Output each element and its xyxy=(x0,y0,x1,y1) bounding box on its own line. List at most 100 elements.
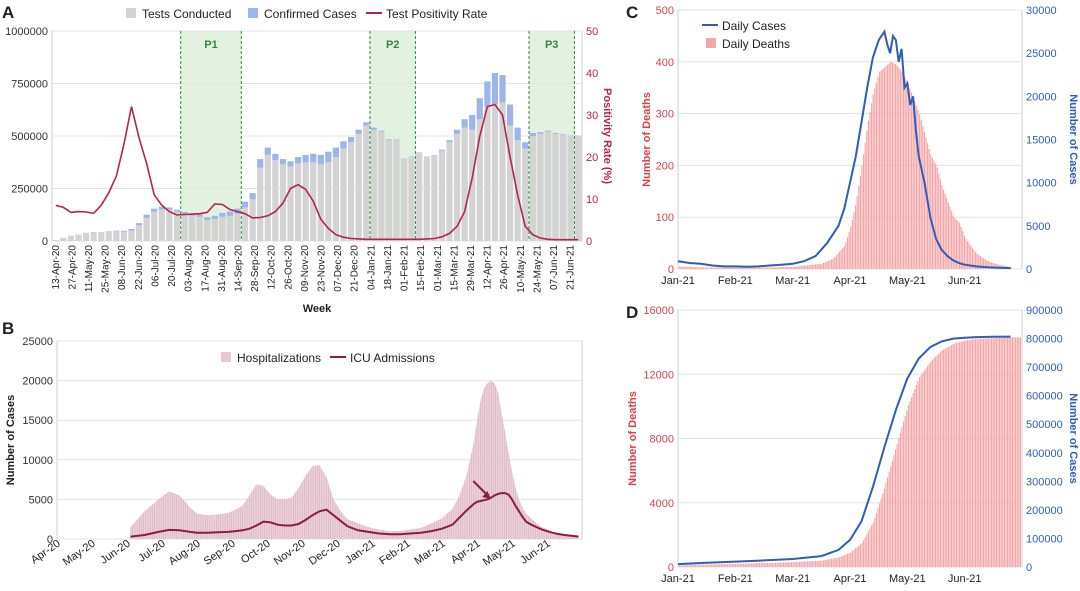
panel-d-death-bar xyxy=(913,393,914,567)
panel-c-death-bar xyxy=(903,75,904,269)
panel-a-bar-tests xyxy=(166,210,172,242)
panel-c-death-bar xyxy=(695,267,696,269)
panel-a-bar-confirmed xyxy=(204,217,210,220)
panel-a-xtick: 21-Jun-21 xyxy=(566,245,577,290)
panel-d-death-bar xyxy=(941,350,942,567)
panel-c-death-bar xyxy=(801,266,802,269)
panel-c-death-bar xyxy=(740,267,741,269)
panel-d-death-bar xyxy=(916,385,917,567)
panel-d-death-bar xyxy=(773,563,774,567)
panel-d-ytick-right: 300000 xyxy=(1026,476,1063,488)
panel-d-death-bar xyxy=(785,562,786,567)
panel-a-bar-confirmed xyxy=(318,155,324,164)
panel-d-death-bar xyxy=(908,405,909,567)
panel-c-death-bar xyxy=(759,267,760,269)
panel-d-death-bar xyxy=(724,564,725,567)
panel-a-ytick-right: 0 xyxy=(586,236,592,248)
panel-d-death-bar xyxy=(812,561,813,567)
panel-a-bar-confirmed xyxy=(333,148,339,157)
panel-d-xtick: Jan-21 xyxy=(661,573,695,585)
panel-d-death-bar xyxy=(789,562,790,567)
panel-a-bar-tests xyxy=(552,134,558,241)
panel-d-death-bar xyxy=(914,389,915,567)
panel-d-death-bar xyxy=(938,354,939,567)
panel-d-death-bar xyxy=(733,564,734,567)
panel-a-xtick: 07-Jun-21 xyxy=(549,245,560,290)
panel-a-bar-confirmed xyxy=(530,133,536,136)
panel-a-bar-confirmed xyxy=(219,213,225,217)
panel-d-chart: 0400080001200016000010000020000030000040… xyxy=(627,305,1079,585)
panel-a-bar-confirmed xyxy=(431,155,437,156)
panel-a-bar-tests xyxy=(136,225,142,241)
panel-c-death-bar xyxy=(687,267,688,269)
panel-d-death-bar xyxy=(679,565,680,567)
panel-d-death-bar xyxy=(687,565,688,567)
panel-b-legend-label: Hospitalizations xyxy=(237,351,321,365)
panel-a-bar-tests xyxy=(348,142,354,241)
panel-a-xtick: 31-Aug-20 xyxy=(217,245,228,292)
panel-c-death-bar xyxy=(772,267,773,269)
panel-d-death-bar xyxy=(1005,338,1006,567)
panel-a-bar-tests xyxy=(424,157,430,241)
panel-c-death-bar xyxy=(692,267,693,269)
panel-label-b: B xyxy=(2,319,14,338)
panel-d-death-bar xyxy=(956,343,957,567)
panel-d-death-bar xyxy=(988,338,989,567)
panel-b-xtick: Nov-20 xyxy=(272,538,308,568)
panel-a-bar-tests xyxy=(378,132,384,241)
panel-d-death-bar xyxy=(1012,337,1013,567)
panel-d-death-bar xyxy=(780,563,781,567)
panel-a-ytick-left: 0 xyxy=(42,236,48,248)
panel-c-death-bar xyxy=(697,267,698,269)
panel-a-bar-tests xyxy=(287,166,293,241)
panel-c-legend-swatch xyxy=(706,38,716,48)
panel-d-death-bar xyxy=(788,562,789,567)
panel-d-death-bar xyxy=(977,339,978,567)
panel-a-ytick-right: 40 xyxy=(586,68,598,80)
panel-d-death-bar xyxy=(973,339,974,567)
panel-a-bar-tests xyxy=(83,233,89,241)
panel-a-bar-confirmed xyxy=(393,140,399,141)
panel-a-xtick: 25-May-20 xyxy=(101,245,112,293)
panel-c-death-bar xyxy=(940,179,941,269)
panel-d-death-bar xyxy=(703,565,704,567)
panel-c-death-bar xyxy=(884,68,885,269)
panel-c-death-bar xyxy=(753,267,754,269)
panel-c-death-bar xyxy=(751,267,752,269)
panel-d-death-bar xyxy=(804,562,805,567)
panel-a-bar-confirmed xyxy=(378,131,384,132)
panel-a-legend-label: Confirmed Cases xyxy=(264,7,357,21)
panel-d-death-bar xyxy=(850,552,851,567)
panel-c-death-bar xyxy=(937,168,938,269)
panel-a-bar-confirmed xyxy=(212,216,218,219)
panel-c-death-bar xyxy=(684,267,685,269)
panel-c-death-bar xyxy=(741,267,742,269)
panel-d-ytick-right: 200000 xyxy=(1026,505,1063,517)
panel-b-xtick: Aug-20 xyxy=(167,538,203,568)
panel-c-death-bar xyxy=(722,267,723,269)
panel-c-death-bar xyxy=(820,264,821,269)
panel-d-death-bar xyxy=(849,553,850,567)
panel-c-death-bar xyxy=(717,267,718,269)
panel-c-death-bar xyxy=(925,137,926,269)
panel-c-ytick-left: 300 xyxy=(656,109,674,121)
panel-d-death-bar xyxy=(921,375,922,567)
panel-c-death-bar xyxy=(882,69,883,269)
panel-d-death-bar xyxy=(986,338,987,567)
panel-d-ytick-left: 4000 xyxy=(650,498,674,510)
panel-a-xtick: 03-Aug-20 xyxy=(184,245,195,292)
panel-d-death-bar xyxy=(951,345,952,567)
panel-c-ytick-right: 10000 xyxy=(1026,178,1057,190)
panel-d-death-bar xyxy=(893,455,894,567)
panel-d-death-bar xyxy=(761,563,762,567)
panel-c-death-bar xyxy=(735,267,736,269)
panel-a-bar-tests xyxy=(151,212,157,241)
panel-b-ytick: 20000 xyxy=(22,376,53,388)
panel-a-bar-tests xyxy=(409,157,415,241)
panel-d-xtick: May-21 xyxy=(889,573,926,585)
panel-a-xtick: 26-Apr-21 xyxy=(499,245,510,290)
panel-d-death-bar xyxy=(828,559,829,567)
panel-d-death-bar xyxy=(820,561,821,567)
panel-d-death-bar xyxy=(759,563,760,567)
